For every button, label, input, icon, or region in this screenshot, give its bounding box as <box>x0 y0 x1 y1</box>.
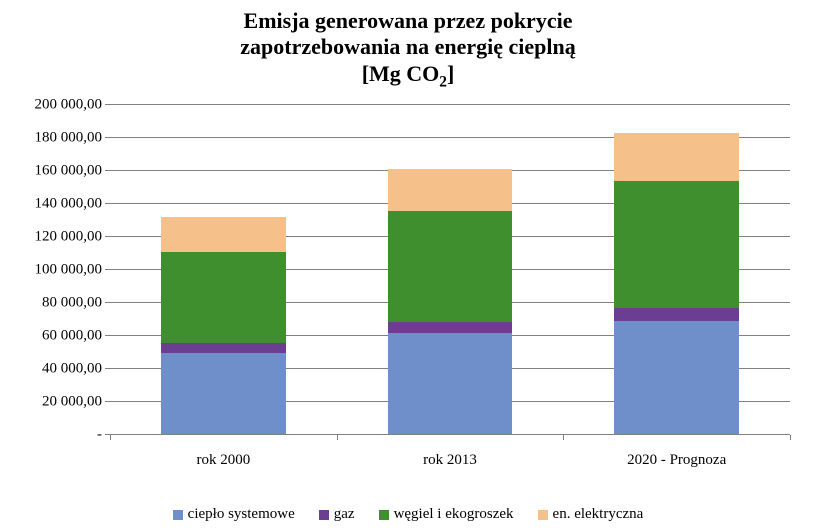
legend-label: en. elektryczna <box>553 506 644 523</box>
bar-segment-gaz <box>614 308 739 321</box>
bar-segment-wegiel <box>614 181 739 308</box>
x-axis-line <box>110 434 790 435</box>
bar-segment-wegiel <box>161 252 286 343</box>
x-tick-label: 2020 - Prognoza <box>627 452 726 469</box>
bar-segment-cieplo_systemowe <box>388 333 513 435</box>
chart-title: Emisja generowana przez pokrycie zapotrz… <box>0 0 816 92</box>
bars-group <box>110 105 790 435</box>
x-tick <box>337 435 338 440</box>
x-tick-label: rok 2013 <box>423 452 477 469</box>
y-tick <box>105 368 110 369</box>
bar-segment-wegiel <box>388 211 513 322</box>
y-tick-label: 140 000,00 <box>35 196 103 213</box>
plot-area <box>110 105 790 435</box>
y-tick <box>105 401 110 402</box>
legend-label: węgiel i ekogroszek <box>394 506 514 523</box>
y-tick-label: 60 000,00 <box>42 328 102 345</box>
legend-swatch <box>173 510 183 520</box>
bar-segment-cieplo_systemowe <box>161 353 286 436</box>
title-line-1: Emisja generowana przez pokrycie <box>244 8 573 33</box>
title-line-3: [Mg CO2] <box>362 61 455 86</box>
y-tick <box>105 236 110 237</box>
bar-segment-en_elektr <box>614 133 739 181</box>
y-axis-labels: -20 000,0040 000,0060 000,0080 000,00100… <box>0 105 102 435</box>
y-tick-label: 40 000,00 <box>42 361 102 378</box>
x-tick-label: rok 2000 <box>196 452 250 469</box>
bar-segment-en_elektr <box>388 169 513 211</box>
legend-label: ciepło systemowe <box>188 506 295 523</box>
bar-segment-cieplo_systemowe <box>614 321 739 435</box>
title-line-2: zapotrzebowania na energię cieplną <box>240 34 575 59</box>
y-tick <box>105 335 110 336</box>
y-tick <box>105 269 110 270</box>
y-tick <box>105 203 110 204</box>
y-tick <box>105 302 110 303</box>
x-tick <box>563 435 564 440</box>
bar-segment-gaz <box>161 343 286 353</box>
legend-item: ciepło systemowe <box>173 506 295 523</box>
legend-item: gaz <box>319 506 355 523</box>
y-tick-label: 120 000,00 <box>35 229 103 246</box>
y-tick-label: 160 000,00 <box>35 163 103 180</box>
y-tick-label: - <box>97 427 102 444</box>
y-tick-label: 180 000,00 <box>35 130 103 147</box>
y-tick-label: 20 000,00 <box>42 394 102 411</box>
legend-swatch <box>319 510 329 520</box>
x-tick <box>110 435 111 440</box>
legend-label: gaz <box>334 506 355 523</box>
y-tick <box>105 170 110 171</box>
legend-swatch <box>379 510 389 520</box>
bar-segment-gaz <box>388 322 513 333</box>
legend-swatch <box>538 510 548 520</box>
legend-item: węgiel i ekogroszek <box>379 506 514 523</box>
x-axis-labels: rok 2000 rok 2013 2020 - Prognoza <box>110 442 790 472</box>
bar-segment-en_elektr <box>161 217 286 252</box>
y-tick <box>105 137 110 138</box>
y-tick <box>105 104 110 105</box>
y-tick-label: 100 000,00 <box>35 262 103 279</box>
x-tick <box>790 435 791 440</box>
y-tick-label: 80 000,00 <box>42 295 102 312</box>
legend-item: en. elektryczna <box>538 506 644 523</box>
y-tick-label: 200 000,00 <box>35 97 103 114</box>
legend: ciepło systemowe gaz węgiel i ekogroszek en… <box>0 506 816 523</box>
chart-container: Emisja generowana przez pokrycie zapotrz… <box>0 0 816 531</box>
